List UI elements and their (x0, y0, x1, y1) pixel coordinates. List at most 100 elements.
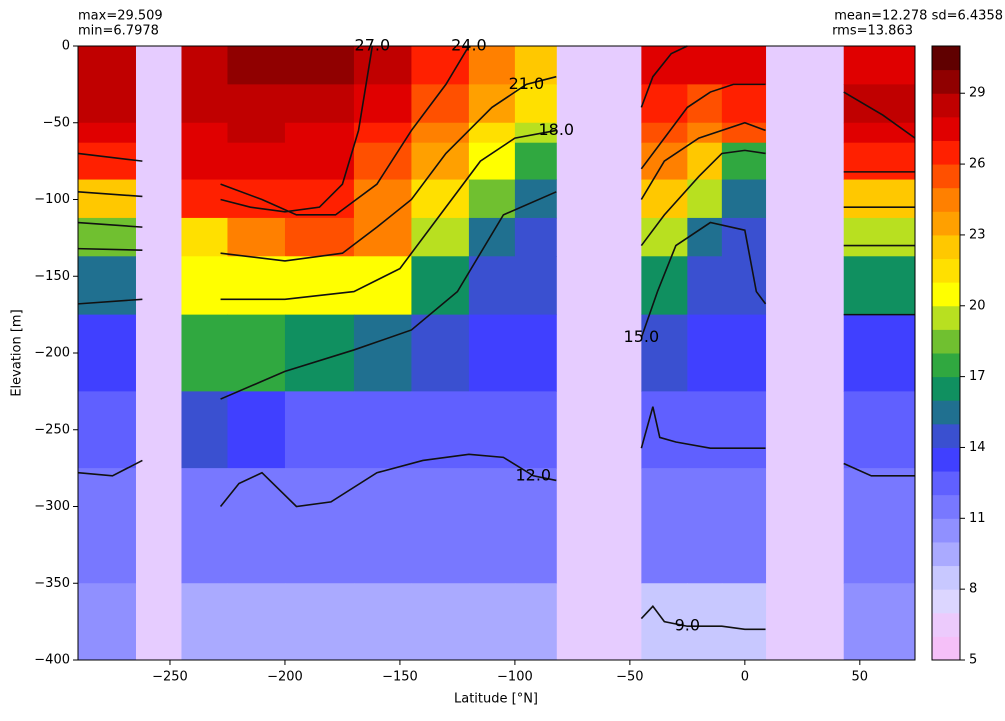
cell (227, 179, 286, 219)
cell (721, 142, 767, 181)
cell (78, 84, 136, 124)
cell (411, 314, 470, 392)
cell (721, 256, 767, 316)
cell (181, 391, 228, 469)
cell (514, 179, 557, 219)
cell (353, 122, 412, 144)
cell (284, 468, 355, 584)
cell (641, 391, 688, 469)
colorbar-swatch (932, 589, 960, 614)
cell (284, 179, 355, 219)
cell (411, 122, 470, 144)
cell (284, 122, 355, 144)
cell (687, 314, 723, 392)
cell (78, 391, 136, 469)
colorbar-swatch (932, 164, 960, 189)
contour-label: 18.0 (538, 120, 574, 139)
cell (227, 391, 286, 469)
contour-line (77, 406, 915, 508)
cell (641, 468, 688, 584)
colorbar-tick-label: 29 (969, 86, 986, 101)
cell (181, 46, 228, 85)
cell (411, 583, 470, 661)
cell (468, 84, 516, 124)
contour-line (77, 191, 915, 400)
cell (284, 391, 355, 469)
cell (721, 46, 767, 85)
colorbar-frame (931, 45, 961, 661)
cell (843, 256, 916, 316)
cell (284, 84, 355, 124)
cell (468, 583, 516, 661)
colorbar-swatch (932, 541, 960, 567)
colorbar-swatch (932, 282, 960, 307)
cell (721, 179, 767, 219)
x-tick-label: −150 (382, 670, 418, 685)
cell (468, 256, 516, 316)
cell (181, 583, 228, 661)
x-axis-label: Latitude [°N] (454, 692, 538, 707)
y-tick-label: −250 (34, 422, 70, 437)
colorbar-swatch (932, 116, 960, 141)
cell (721, 84, 767, 124)
colorbar-swatch (932, 612, 960, 637)
contour-label: 24.0 (451, 36, 487, 55)
cell (514, 122, 557, 144)
cell (514, 391, 557, 469)
cell (843, 391, 916, 469)
contour-label: 9.0 (675, 616, 700, 635)
cell (181, 468, 228, 584)
colorbar-swatch (932, 46, 960, 71)
cell (687, 142, 723, 181)
cell (227, 468, 286, 584)
colorbar-swatch (932, 187, 960, 212)
x-tick-label: 50 (852, 670, 869, 685)
cell (227, 84, 286, 124)
cell (843, 217, 916, 257)
colorbar-tick-label: 20 (969, 298, 986, 313)
cell (687, 468, 723, 584)
stat-max: max=29.509 (78, 9, 163, 24)
cell (353, 468, 412, 584)
cell (227, 583, 286, 661)
cell (353, 391, 412, 469)
colorbar-tick-label: 17 (969, 369, 986, 384)
colorbar-swatch (932, 69, 960, 94)
cell (181, 122, 228, 144)
y-tick-label: −400 (34, 653, 70, 668)
contour-label: 21.0 (509, 74, 545, 93)
cell (78, 314, 136, 392)
y-tick-label: −350 (34, 576, 70, 591)
cell (641, 122, 688, 144)
colorbar-tick-label: 14 (969, 440, 986, 455)
colorbar-swatch (932, 140, 960, 165)
cell (843, 46, 916, 85)
cell (514, 84, 557, 124)
contour-line (77, 45, 916, 213)
cell (468, 122, 516, 144)
contour-line (77, 129, 915, 301)
cell (687, 46, 723, 85)
contour-line (77, 75, 915, 262)
cell (284, 217, 355, 257)
cell (721, 314, 767, 392)
cell (468, 179, 516, 219)
cell (641, 217, 688, 257)
cell (514, 583, 557, 661)
cell (353, 46, 412, 85)
colorbar-swatch (932, 258, 960, 283)
colorbar-swatch (932, 376, 960, 401)
cell (411, 391, 470, 469)
cell (641, 314, 688, 392)
cell (843, 122, 916, 144)
x-tick-label: −200 (267, 670, 303, 685)
cell (181, 256, 228, 316)
colorbar-swatch (932, 423, 960, 448)
cell (78, 142, 136, 181)
cell (227, 256, 286, 316)
cell (78, 179, 136, 219)
cell (843, 179, 916, 219)
cell (227, 217, 286, 257)
cell (843, 468, 916, 584)
cell (687, 179, 723, 219)
